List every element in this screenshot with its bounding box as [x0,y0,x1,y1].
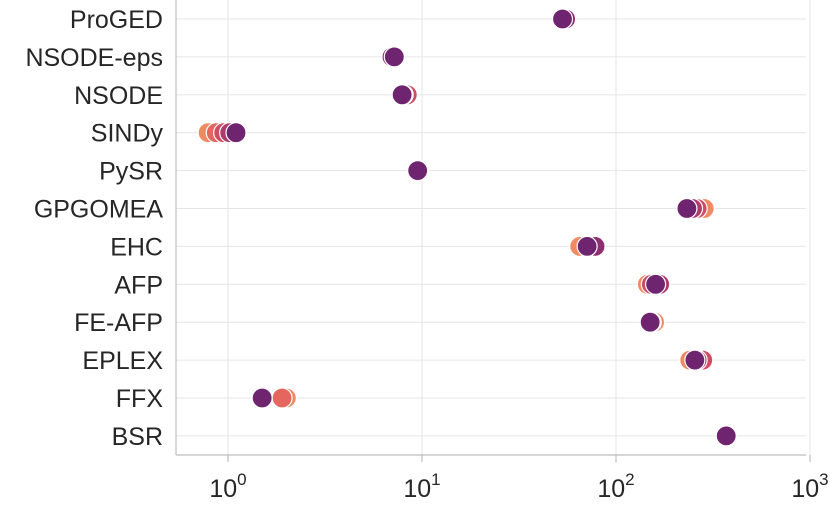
category-label: EHC [110,233,163,261]
grid-lines [176,0,811,455]
data-point [251,387,273,409]
data-points [197,8,737,447]
category-label: BSR [112,423,163,451]
category-label: FFX [116,385,164,413]
data-point [715,425,737,447]
category-label: PySR [99,158,163,186]
category-label: ProGED [70,6,163,34]
data-point [684,349,706,371]
x-axis-ticks: 100 101 102 103 [209,455,829,503]
category-label: SINDy [91,120,164,148]
x-tick-label: 101 [403,470,440,503]
category-label: NSODE [74,82,163,110]
category-label: AFP [114,271,163,299]
data-point [383,46,405,68]
data-point [407,160,429,182]
x-tick-label: 102 [597,470,634,503]
data-point [271,387,293,409]
data-point [551,8,574,30]
data-point [639,311,661,333]
category-label: FE-AFP [74,309,163,337]
category-label: EPLEX [82,347,163,375]
category-label: GPGOMEA [34,196,164,224]
data-point [644,273,667,295]
category-label: NSODE-eps [25,44,163,72]
category-labels: ProGED NSODE-eps NSODE SINDy PySR GPGOMEA EHC A… [25,6,163,451]
data-point [225,122,247,144]
data-point [391,84,413,106]
data-point [576,235,598,257]
x-tick-label: 103 [791,470,828,503]
x-tick-label: 100 [209,470,246,503]
data-point [676,197,698,220]
